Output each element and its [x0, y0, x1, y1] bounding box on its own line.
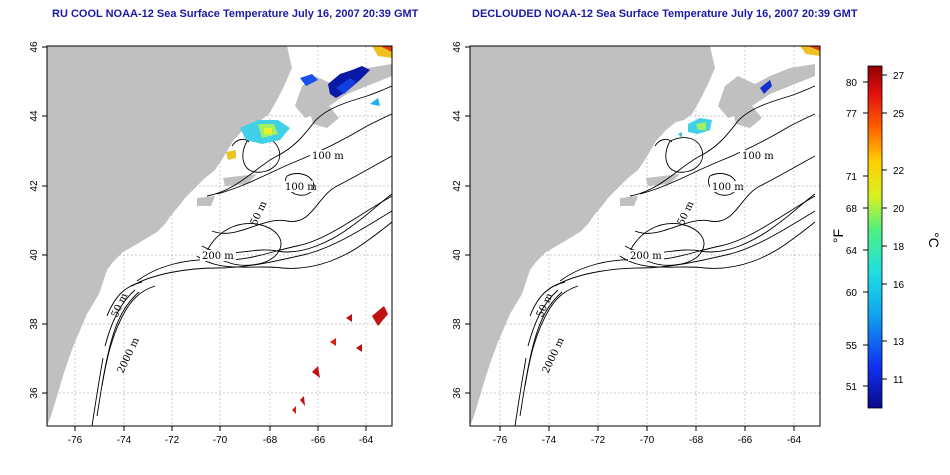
celsius-unit-label: °C: [926, 232, 942, 248]
contour-label: 100 m: [712, 182, 744, 193]
colorbar: 80 77 71 68 64 60 55 51 27 25 22 20 18 1…: [830, 65, 942, 409]
y-tick-label: 42: [29, 180, 40, 192]
x-tick-label: -74: [117, 435, 132, 446]
right-x-tick-labels: -76 -74 -72 -70 -68 -66 -64: [493, 435, 802, 446]
contour-label: 100 m: [285, 182, 317, 193]
y-tick-label: 40: [29, 249, 40, 261]
right-y-tick-labels: 46 44 42 40 38 36: [452, 41, 463, 399]
y-tick-label: 36: [29, 387, 40, 399]
x-tick-label: -72: [591, 435, 606, 446]
celsius-tick-label: 13: [893, 337, 905, 348]
left-x-tick-labels: -76 -74 -72 -70 -68 -66 -64: [68, 435, 374, 446]
x-tick-label: -72: [165, 435, 180, 446]
fahrenheit-tick-label: 60: [846, 288, 858, 299]
y-tick-label: 44: [29, 110, 40, 122]
y-tick-label: 42: [452, 180, 463, 192]
x-tick-label: -68: [263, 435, 278, 446]
y-tick-label: 38: [452, 318, 463, 330]
y-tick-label: 46: [29, 41, 40, 53]
right-gridlines: [470, 46, 820, 426]
right-map-frame: [469, 45, 821, 427]
left-map-panel: 100 m 100 m 50 m 200 m 50 m 2000 m -76 -…: [29, 41, 393, 446]
y-tick-label: 40: [452, 249, 463, 261]
y-tick-label: 46: [452, 41, 463, 53]
right-map-panel: 100 m 100 m 50 m 200 m 50 m 2000 m -76 -…: [452, 41, 821, 446]
left-sst-patches: [226, 46, 392, 414]
celsius-tick-label: 18: [893, 242, 905, 253]
fahrenheit-ticks: 80 77 71 68 64 60 55 51: [846, 78, 858, 393]
contour-label: 200 m: [630, 251, 662, 262]
celsius-tick-label: 16: [893, 280, 905, 291]
left-panel-title: RU COOL NOAA-12 Sea Surface Temperature …: [52, 8, 419, 20]
colorbar-ticks: [863, 74, 887, 387]
fahrenheit-tick-label: 68: [846, 204, 858, 215]
fahrenheit-tick-label: 64: [846, 246, 858, 257]
x-tick-label: -70: [213, 435, 228, 446]
x-tick-label: -68: [689, 435, 704, 446]
y-tick-label: 38: [29, 318, 40, 330]
x-tick-label: -64: [359, 435, 374, 446]
fahrenheit-tick-label: 71: [846, 172, 858, 183]
celsius-tick-label: 22: [893, 166, 905, 177]
right-y-axis: [465, 46, 470, 394]
x-tick-label: -70: [640, 435, 655, 446]
fahrenheit-tick-label: 51: [846, 382, 858, 393]
right-sst-patches: [678, 46, 820, 138]
y-tick-label: 36: [452, 387, 463, 399]
right-panel-title: DECLOUDED NOAA-12 Sea Surface Temperatur…: [472, 8, 858, 20]
x-tick-label: -66: [738, 435, 753, 446]
celsius-tick-label: 20: [893, 204, 905, 215]
x-tick-label: -76: [493, 435, 508, 446]
left-x-axis: [74, 426, 367, 431]
right-x-axis: [499, 426, 795, 431]
y-tick-label: 44: [452, 110, 463, 122]
left-y-axis: [42, 46, 47, 394]
x-tick-label: -76: [68, 435, 83, 446]
fahrenheit-tick-label: 77: [846, 109, 858, 120]
celsius-tick-label: 11: [893, 375, 904, 386]
x-tick-label: -66: [311, 435, 326, 446]
fahrenheit-unit-label: °F: [830, 229, 846, 243]
celsius-tick-label: 25: [893, 109, 905, 120]
celsius-tick-label: 27: [893, 71, 905, 82]
contour-label: 100 m: [742, 151, 774, 162]
colorbar-gradient: [867, 65, 883, 409]
fahrenheit-tick-label: 80: [846, 78, 858, 89]
contour-label: 100 m: [312, 151, 344, 162]
celsius-ticks: 27 25 22 20 18 16 13 11: [893, 71, 905, 386]
x-tick-label: -74: [542, 435, 557, 446]
left-y-tick-labels: 46 44 42 40 38 36: [29, 41, 40, 399]
fahrenheit-tick-label: 55: [846, 341, 858, 352]
contour-label: 200 m: [202, 251, 234, 262]
x-tick-label: -64: [787, 435, 802, 446]
